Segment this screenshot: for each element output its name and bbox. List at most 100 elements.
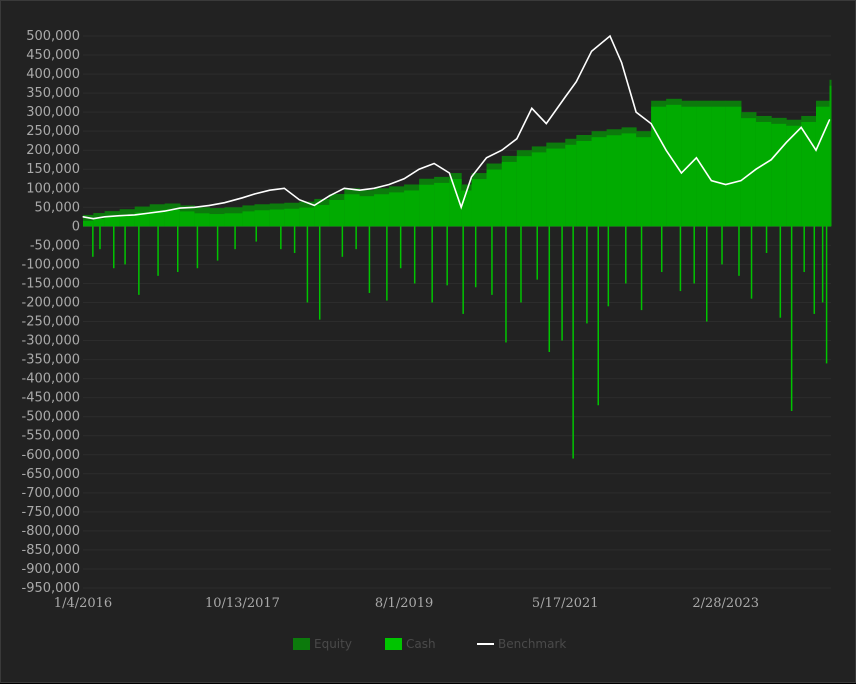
benchmark-point bbox=[253, 193, 256, 195]
y-tick-label: 300,000 bbox=[26, 105, 80, 120]
equity-bar-fill bbox=[389, 192, 405, 227]
legend-label-equity: Equity bbox=[314, 637, 352, 651]
benchmark-point bbox=[755, 168, 757, 170]
equity-bar-fill bbox=[486, 169, 503, 227]
cash-bar bbox=[548, 226, 551, 352]
benchmark-point bbox=[531, 107, 533, 109]
benchmark-point bbox=[590, 50, 593, 52]
x-axis: 1/4/2016 10/13/2017 8/1/2019 5/17/2021 2/28/… bbox=[54, 596, 759, 611]
benchmark-point bbox=[448, 172, 450, 174]
equity-bar-fill bbox=[404, 190, 420, 227]
benchmark-point bbox=[328, 195, 330, 197]
cash-bar bbox=[474, 226, 477, 288]
cash-bar bbox=[341, 226, 344, 257]
equity-bar-fill bbox=[471, 179, 488, 227]
benchmark-point bbox=[680, 172, 683, 174]
x-tick-label: 10/13/2017 bbox=[205, 596, 280, 611]
equity-bar-fill bbox=[591, 137, 608, 227]
cash-bar bbox=[779, 226, 782, 318]
y-tick-label: 500,000 bbox=[26, 29, 80, 44]
equity-bar-fill bbox=[725, 106, 742, 227]
equity-bar-fill bbox=[242, 211, 255, 227]
cash-bar bbox=[505, 226, 507, 343]
benchmark-point bbox=[269, 189, 271, 191]
equity-bar-fill bbox=[93, 219, 106, 227]
equity-bar-fill bbox=[344, 194, 361, 227]
benchmark-point bbox=[564, 96, 566, 98]
y-tick-label: -200,000 bbox=[22, 295, 80, 310]
benchmark-point bbox=[403, 178, 405, 180]
equity-bar-fill bbox=[576, 140, 593, 227]
benchmark-point bbox=[785, 141, 787, 144]
equity-bar-fill bbox=[194, 213, 210, 227]
equity-bar-fill bbox=[565, 144, 577, 227]
legend-item-cash[interactable]: Cash bbox=[385, 637, 436, 651]
benchmark-point bbox=[545, 122, 547, 125]
cash-bar bbox=[625, 226, 627, 284]
equity-bar-fill bbox=[359, 196, 375, 227]
equity-bar-fill bbox=[829, 85, 832, 227]
cash-bar bbox=[355, 226, 357, 250]
y-tick-label: -350,000 bbox=[22, 353, 80, 368]
y-tick-label: -100,000 bbox=[22, 257, 80, 272]
cash-bar bbox=[124, 226, 126, 265]
cash-bar bbox=[413, 226, 416, 284]
cash-bar bbox=[750, 226, 753, 299]
legend-swatch-equity bbox=[293, 638, 310, 650]
benchmark-point bbox=[621, 62, 623, 64]
x-tick-label: 1/4/2016 bbox=[54, 596, 112, 611]
equity-bar-fill bbox=[606, 135, 623, 227]
cash-bar bbox=[561, 226, 563, 341]
benchmark-point bbox=[815, 149, 817, 151]
benchmark-point bbox=[208, 204, 211, 207]
cash-bar bbox=[157, 226, 159, 276]
benchmark-point bbox=[164, 210, 166, 212]
equity-bar-fill bbox=[119, 215, 136, 227]
y-tick-label: 400,000 bbox=[26, 67, 80, 82]
equity-bar-fill bbox=[179, 211, 195, 227]
cash-bar bbox=[765, 226, 768, 253]
y-tick-label: 100,000 bbox=[26, 181, 80, 196]
benchmark-point bbox=[650, 122, 652, 125]
cash-bar bbox=[216, 226, 219, 261]
y-tick-label: -300,000 bbox=[22, 334, 80, 349]
equity-bar-fill bbox=[329, 199, 345, 227]
y-tick-label: -850,000 bbox=[22, 543, 80, 558]
benchmark-point bbox=[470, 176, 473, 178]
benchmark-point bbox=[501, 149, 503, 151]
y-tick-label: -650,000 bbox=[22, 467, 80, 482]
equity-bar-fill bbox=[164, 209, 181, 227]
cash-bar bbox=[318, 226, 321, 320]
benchmark-point bbox=[283, 187, 285, 189]
benchmark-point bbox=[358, 189, 361, 191]
equity-bar bbox=[83, 214, 94, 227]
benchmark-point bbox=[740, 180, 742, 182]
benchmark-line bbox=[82, 34, 831, 220]
legend-item-benchmark[interactable]: Benchmark bbox=[477, 637, 566, 651]
equity-bar-fill bbox=[666, 104, 682, 227]
equity-bar-fill bbox=[104, 217, 121, 227]
benchmark-point bbox=[119, 215, 121, 217]
cash-bar bbox=[597, 226, 599, 406]
cash-bar bbox=[196, 226, 199, 269]
legend-swatch-benchmark bbox=[477, 643, 494, 645]
equity-bar-fill bbox=[531, 152, 547, 227]
cash-bar bbox=[176, 226, 179, 273]
benchmark-point bbox=[433, 162, 435, 165]
y-tick-label: -950,000 bbox=[22, 581, 80, 596]
equity-bar-fill bbox=[501, 161, 518, 227]
cash-bar bbox=[399, 226, 402, 269]
equity-bar-fill bbox=[254, 210, 271, 227]
equity-bar-fill bbox=[621, 133, 637, 227]
legend-item-equity[interactable]: Equity bbox=[293, 637, 352, 651]
equity-bar-fill bbox=[83, 220, 94, 227]
equity-series bbox=[83, 79, 832, 227]
benchmark-point bbox=[92, 218, 94, 220]
y-tick-label: -50,000 bbox=[30, 238, 80, 253]
y-tick-label: -700,000 bbox=[22, 486, 80, 501]
y-tick-label: -450,000 bbox=[22, 391, 80, 406]
cash-bar bbox=[790, 226, 793, 411]
benchmark-point bbox=[770, 159, 772, 161]
y-tick-label: 150,000 bbox=[26, 162, 80, 177]
